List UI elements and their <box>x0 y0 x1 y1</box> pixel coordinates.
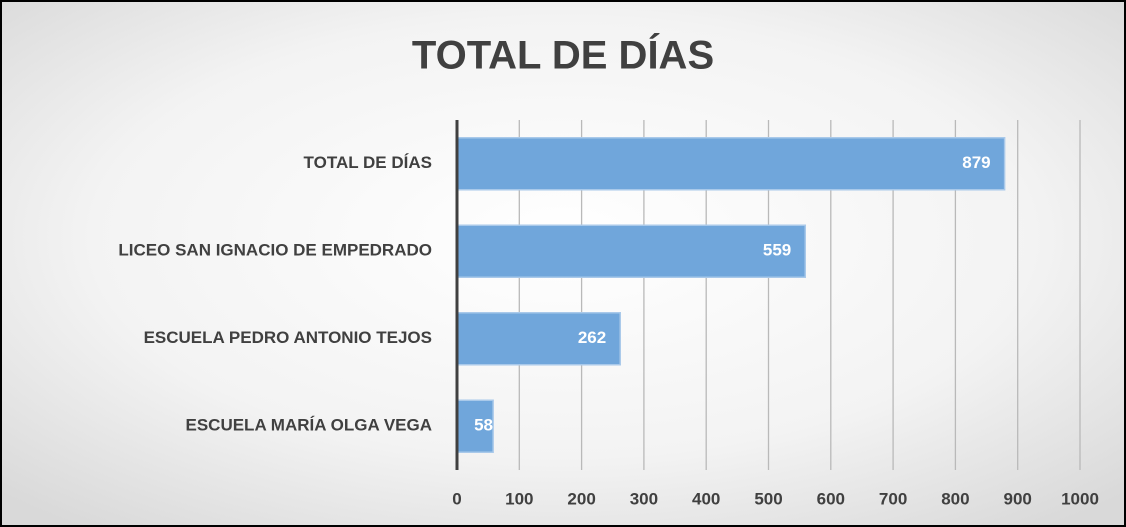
x-tick-label: 1000 <box>1061 489 1099 508</box>
chart-title: TOTAL DE DÍAS <box>412 33 714 78</box>
data-label: 879 <box>962 153 990 172</box>
x-tick-label: 600 <box>817 489 845 508</box>
x-tick-label: 800 <box>941 489 969 508</box>
bar <box>456 312 621 366</box>
x-tick-label: 400 <box>692 489 720 508</box>
data-label: 559 <box>763 241 791 260</box>
data-label: 262 <box>578 328 606 347</box>
x-tick-label: 500 <box>754 489 782 508</box>
bar <box>456 137 1006 191</box>
x-tick-label: 700 <box>879 489 907 508</box>
x-tick-label: 300 <box>630 489 658 508</box>
y-tick-label: ESCUELA PEDRO ANTONIO TEJOS <box>144 328 432 347</box>
y-tick-label: TOTAL DE DÍAS <box>304 153 432 172</box>
x-tick-label: 900 <box>1004 489 1032 508</box>
x-tick-label: 100 <box>505 489 533 508</box>
x-tick-label: 0 <box>452 489 461 508</box>
y-tick-label: LICEO SAN IGNACIO DE EMPEDRADO <box>118 241 432 260</box>
bar <box>456 224 807 278</box>
x-tick-label: 200 <box>567 489 595 508</box>
data-label: 58 <box>474 416 493 435</box>
y-tick-label: ESCUELA MARÍA OLGA VEGA <box>185 416 432 435</box>
